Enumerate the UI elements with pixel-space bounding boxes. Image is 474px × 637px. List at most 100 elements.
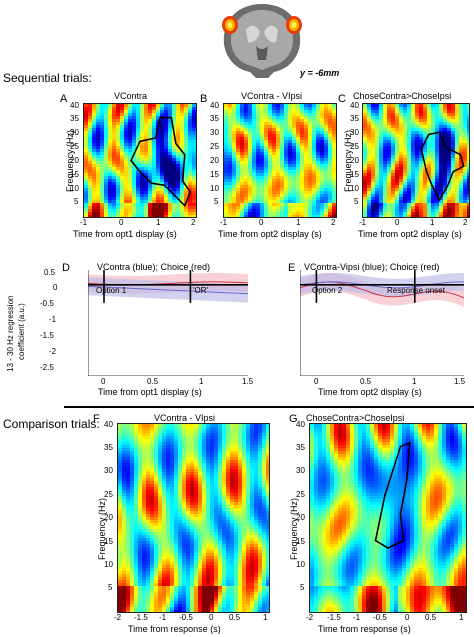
panel-letter: G xyxy=(289,413,298,425)
y-tick: 35 xyxy=(210,114,219,123)
section-label-comparison: Comparison trials: xyxy=(3,417,100,431)
y-tick: 25 xyxy=(210,142,219,151)
x-tick: 0.5 xyxy=(425,613,437,622)
x-tick: -0.5 xyxy=(373,613,387,622)
x-tick: 1 xyxy=(199,377,204,386)
x-tick: 2 xyxy=(191,218,196,227)
panel-title: ChoseContra>ChoseIpsi xyxy=(306,413,405,423)
y-tick: -2 xyxy=(49,347,57,356)
x-axis-label: Time from response (s) xyxy=(318,624,411,634)
x-tick-labels: 0 0.5 1 1.5 xyxy=(300,377,466,387)
y-tick: 20 xyxy=(350,156,359,165)
x-axis-label: Time from opt2 display (s) xyxy=(318,387,422,397)
y-tick-labels: 40 35 30 25 20 15 10 5 xyxy=(104,420,118,610)
y-tick: 30 xyxy=(104,466,113,475)
y-tick: -1 xyxy=(49,315,57,324)
panel-title: VContra - VIpsi xyxy=(154,413,216,423)
y-tick: 5 xyxy=(214,197,219,206)
spectrogram-g xyxy=(309,423,467,613)
y-tick: 15 xyxy=(350,170,359,179)
y-axis-label: coefficient (a.u.) xyxy=(17,303,26,360)
brain-coordinate-label: y = -6mm xyxy=(300,68,340,78)
y-tick: 40 xyxy=(210,101,219,110)
x-tick: 1.5 xyxy=(242,377,254,386)
x-tick: 1.5 xyxy=(454,377,466,386)
x-tick: 2 xyxy=(331,218,336,227)
y-tick: 5 xyxy=(300,583,305,592)
x-tick: -0.5 xyxy=(179,613,193,622)
x-tick: -1 xyxy=(220,218,228,227)
x-tick: -1 xyxy=(80,218,88,227)
x-tick-labels: -1 0 1 2 xyxy=(80,218,196,228)
y-tick: 20 xyxy=(210,156,219,165)
panel-letter: C xyxy=(338,93,346,105)
panel-letter: B xyxy=(200,93,208,105)
y-tick: 25 xyxy=(350,142,359,151)
x-axis-label: Time from opt2 display (s) xyxy=(218,229,322,239)
spectrogram-c xyxy=(362,103,470,218)
x-tick: 0 xyxy=(395,218,400,227)
x-tick-labels: -1 0 1 2 xyxy=(220,218,336,228)
annotation-label: 'OR' xyxy=(193,286,209,295)
y-tick: 0.5 xyxy=(44,268,56,277)
x-tick: 2 xyxy=(463,218,468,227)
section-divider xyxy=(64,406,474,408)
x-axis-label: Time from response (s) xyxy=(128,624,221,634)
y-tick: -1.5 xyxy=(40,331,54,340)
x-tick: 1 xyxy=(430,218,435,227)
y-tick-labels: 40 35 30 25 20 15 10 5 xyxy=(296,420,310,610)
y-tick: 0 xyxy=(53,283,58,292)
y-tick: 40 xyxy=(104,420,113,429)
y-tick: 20 xyxy=(70,156,79,165)
y-tick: 40 xyxy=(350,101,359,110)
y-tick: 15 xyxy=(104,537,113,546)
x-tick: 1 xyxy=(263,613,268,622)
x-tick: -1 xyxy=(359,218,367,227)
panel-title: VContra xyxy=(114,91,148,101)
panel-title: VContra-Vipsi (blue); Choice (red) xyxy=(304,262,440,272)
panel-title: VContra - VIpsi xyxy=(241,91,303,101)
annotation-label: Option 2 xyxy=(312,286,343,295)
y-tick: 10 xyxy=(70,184,79,193)
y-tick: 10 xyxy=(350,184,359,193)
x-axis-label: Time from opt2 display (s) xyxy=(358,229,462,239)
x-tick: 0 xyxy=(101,377,106,386)
annotation-label: Response onset xyxy=(387,286,445,295)
x-tick: 0 xyxy=(119,218,124,227)
panel-letter: E xyxy=(288,262,296,274)
x-tick: 0.5 xyxy=(147,377,159,386)
y-tick: 30 xyxy=(296,466,305,475)
x-tick: 0.5 xyxy=(360,377,372,386)
x-tick: -1.5 xyxy=(327,613,341,622)
y-tick: 35 xyxy=(350,114,359,123)
spectrogram-b xyxy=(223,103,337,218)
y-tick-labels: 40 35 30 25 20 15 10 5 xyxy=(210,100,224,210)
x-tick-labels: -1 0 1 2 xyxy=(359,218,468,228)
y-tick: 15 xyxy=(210,170,219,179)
annotation-label: Option 1 xyxy=(96,286,127,295)
x-tick: 0 xyxy=(259,218,264,227)
y-tick: 35 xyxy=(104,443,113,452)
y-tick: 30 xyxy=(210,128,219,137)
x-tick-labels: -2 -1.5 -1 -0.5 0 0.5 1 xyxy=(306,613,465,623)
x-tick: -2 xyxy=(306,613,314,622)
x-tick: 0 xyxy=(405,613,410,622)
y-tick: 5 xyxy=(74,197,79,206)
x-tick: 1 xyxy=(412,377,417,386)
y-tick: 30 xyxy=(350,128,359,137)
brain-slice-image xyxy=(216,0,308,80)
y-tick: 5 xyxy=(354,197,359,206)
panel-letter: D xyxy=(62,262,70,274)
x-tick-labels: 0 0.5 1 1.5 xyxy=(88,377,253,387)
y-tick-labels: 0.5 0 -0.5 -1 -1.5 -2 -2.5 xyxy=(36,268,76,380)
x-tick-labels: -2 -1.5 -1 -0.5 0 0.5 1 xyxy=(114,613,268,623)
y-tick: 35 xyxy=(296,443,305,452)
y-tick: 20 xyxy=(296,513,305,522)
y-tick: -0.5 xyxy=(40,299,54,308)
y-tick-labels: 40 35 30 25 20 15 10 5 xyxy=(350,100,364,210)
y-tick: 35 xyxy=(70,114,79,123)
y-tick: 40 xyxy=(70,101,79,110)
spectrogram-f xyxy=(117,423,270,613)
y-tick: 15 xyxy=(296,537,305,546)
spectrogram-a xyxy=(83,103,197,218)
